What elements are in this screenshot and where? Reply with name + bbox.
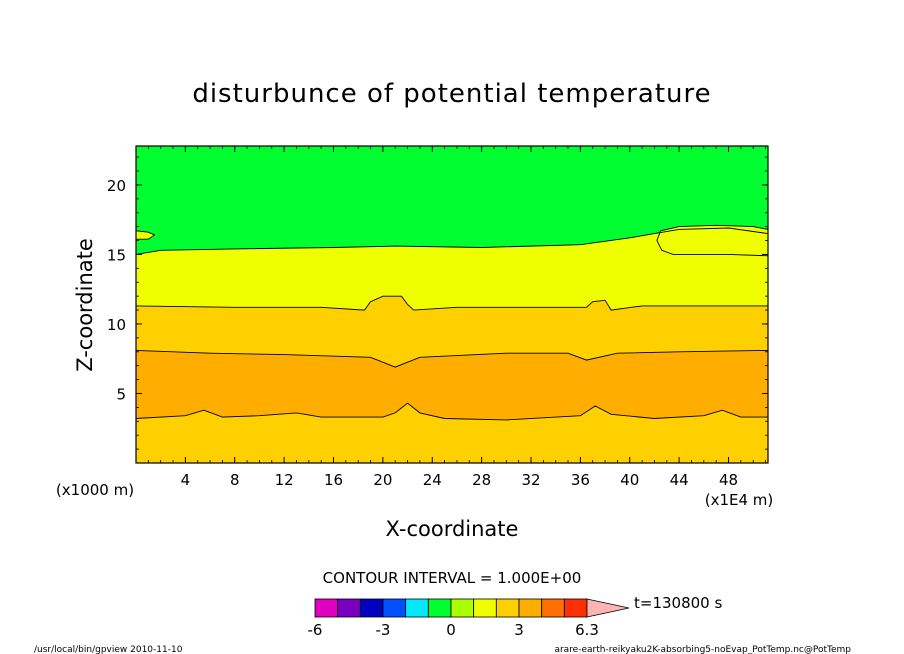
footer-right: arare-earth-reikyaku2K-absorbing5-noEvap… — [554, 645, 851, 654]
colorbar-swatch — [563, 598, 588, 618]
x-tick-label: 8 — [230, 471, 240, 489]
x-tick-label: 28 — [472, 471, 491, 489]
footer-left: /usr/local/bin/gpview 2010-11-10 — [34, 645, 183, 654]
colorbar-extension-arrow — [586, 598, 630, 618]
band-island-left — [136, 230, 155, 240]
x-tick-label: 40 — [620, 471, 639, 489]
x-tick-label: 44 — [670, 471, 689, 489]
y-tick-label: 10 — [107, 316, 126, 334]
colorbar-swatch — [359, 598, 384, 618]
colorbar-swatch — [495, 598, 520, 618]
colorbar-swatch — [427, 598, 452, 618]
colorbar-tick-label: -6 — [308, 621, 323, 639]
contour-lines — [136, 224, 768, 421]
x-tick-label: 24 — [423, 471, 442, 489]
plot-frame — [135, 145, 769, 464]
time-label: t=130800 s — [634, 594, 722, 612]
y-tick-label: 15 — [107, 246, 126, 264]
y-unit-label: (x1000 m) — [56, 481, 134, 499]
colorbar-swatch — [518, 598, 543, 618]
colorbar-swatch — [541, 598, 565, 618]
colorbar-tick-label: 6.3 — [575, 621, 599, 639]
colorbar-swatch — [473, 598, 497, 618]
colorbar-tick-label: 3 — [514, 621, 524, 639]
band-3-to-4 — [136, 350, 768, 420]
band-1-to-2 — [136, 228, 768, 311]
colorbar-swatch — [382, 598, 407, 618]
colorbar-swatch — [314, 598, 339, 618]
x-tick-label: 4 — [181, 471, 191, 489]
x-tick-label: 20 — [373, 471, 392, 489]
contour-line-level-2-2 — [136, 295, 768, 311]
y-tick-label: 20 — [107, 177, 126, 195]
colorbar-ticks: -6 -3 0 3 6.3 — [308, 621, 599, 639]
colorbar-swatch — [405, 598, 429, 618]
contour-line-level-4-0 — [136, 402, 768, 421]
band-below-4 — [136, 403, 768, 463]
x-tick-label: 48 — [719, 471, 738, 489]
contour-line-level-3-1 — [136, 349, 768, 368]
contour-line-level-1-3 — [136, 227, 768, 255]
x-tick-label: 32 — [521, 471, 540, 489]
colorbar-tick-label: 0 — [446, 621, 456, 639]
y-axis-label: Z-coordinate — [73, 238, 97, 372]
band-island-right — [656, 225, 768, 256]
x-unit-label: (x1E4 m) — [705, 491, 774, 509]
contour-line-level-1-4 — [656, 224, 768, 257]
x-tick-label: 16 — [324, 471, 343, 489]
y-axis: 5 10 15 20 — [107, 156, 768, 450]
colorbar-tick-label: -3 — [376, 621, 391, 639]
band-2-to-3 — [136, 296, 768, 368]
colorbar — [314, 598, 630, 618]
y-tick-label: 5 — [116, 385, 126, 403]
x-tick-label: 12 — [275, 471, 294, 489]
chart-title: disturbunce of potential temperature — [192, 79, 711, 109]
colorbar-swatch — [337, 598, 361, 618]
contour-interval-text: CONTOUR INTERVAL = 1.000E+00 — [323, 569, 582, 587]
contour-line-level-1-5 — [136, 230, 156, 240]
x-tick-label: 36 — [571, 471, 590, 489]
x-axis-label: X-coordinate — [386, 517, 519, 541]
colorbar-swatch — [450, 598, 475, 618]
x-axis: 4 8 12 16 20 24 28 32 36 40 44 48 — [147, 146, 766, 489]
